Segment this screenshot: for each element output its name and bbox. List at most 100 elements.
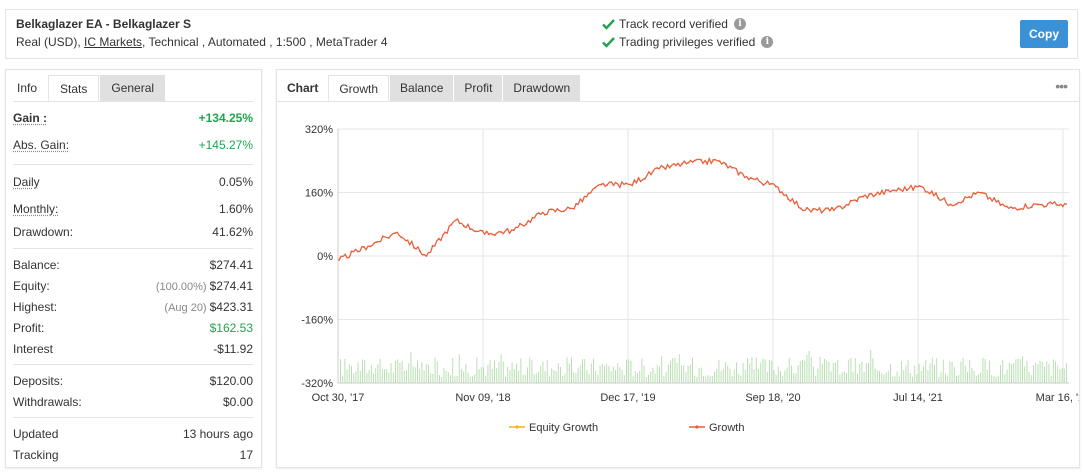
stat-value: $423.31 bbox=[209, 300, 253, 314]
volume-bar bbox=[951, 361, 953, 383]
volume-bar bbox=[725, 362, 726, 383]
volume-bar bbox=[458, 354, 460, 383]
volume-bar bbox=[370, 364, 372, 383]
stat-label[interactable]: Abs. Gain: bbox=[13, 138, 70, 152]
volume-bar bbox=[815, 375, 817, 383]
growth-point bbox=[643, 178, 646, 180]
volume-bar bbox=[1006, 369, 1008, 383]
volume-bar bbox=[417, 360, 418, 383]
volume-bar bbox=[362, 359, 363, 383]
volume-bar bbox=[408, 363, 410, 383]
growth-point bbox=[506, 228, 509, 230]
volume-bar bbox=[753, 369, 755, 383]
info-icon[interactable]: i bbox=[733, 18, 746, 30]
tab-growth[interactable]: Growth bbox=[328, 75, 390, 101]
volume-bar bbox=[626, 359, 627, 383]
x-tick-label: Jul 14, '21 bbox=[893, 392, 943, 404]
volume-bar bbox=[494, 360, 495, 383]
growth-point bbox=[594, 187, 596, 189]
legend-label-equity-growth[interactable]: Equity Growth bbox=[529, 422, 598, 434]
volume-bar bbox=[663, 376, 665, 383]
volume-bar bbox=[619, 367, 621, 383]
broker-link[interactable]: IC Markets bbox=[84, 35, 143, 49]
copy-button[interactable]: Copy bbox=[1020, 20, 1068, 48]
volume-bar bbox=[575, 373, 577, 383]
stat-value: $274.41 bbox=[209, 279, 253, 293]
volume-bar bbox=[986, 369, 988, 383]
volume-bar bbox=[584, 359, 586, 383]
stat-value: +134.25% bbox=[198, 111, 253, 125]
volume-bar bbox=[1011, 364, 1012, 383]
volume-bar bbox=[546, 360, 548, 383]
stat-value: 17 bbox=[239, 448, 253, 462]
volume-bars bbox=[340, 349, 1067, 383]
volume-bar bbox=[593, 358, 594, 383]
tab-drawdown[interactable]: Drawdown bbox=[502, 75, 581, 101]
volume-bar bbox=[852, 371, 854, 383]
volume-bar bbox=[346, 369, 348, 383]
volume-bar bbox=[549, 376, 550, 383]
growth-series-line bbox=[338, 157, 1068, 261]
growth-point bbox=[1012, 207, 1014, 210]
tab-chart[interactable]: Chart bbox=[287, 81, 319, 95]
volume-bar bbox=[1044, 366, 1045, 383]
growth-point bbox=[369, 245, 371, 248]
tab-profit[interactable]: Profit bbox=[453, 75, 503, 101]
volume-bar bbox=[692, 357, 693, 383]
volume-bar bbox=[813, 366, 814, 383]
track-record-verified: Track record verified i bbox=[602, 17, 746, 31]
info-icon[interactable]: i bbox=[761, 36, 774, 48]
volume-bar bbox=[555, 371, 557, 383]
volume-bar bbox=[898, 376, 900, 383]
growth-point bbox=[725, 163, 727, 165]
volume-bar bbox=[1026, 360, 1028, 383]
volume-bar bbox=[496, 368, 498, 383]
volume-bar bbox=[993, 376, 995, 383]
growth-point bbox=[980, 191, 983, 194]
tab-balance[interactable]: Balance bbox=[389, 75, 454, 101]
volume-bar bbox=[843, 371, 845, 383]
volume-bar bbox=[434, 357, 436, 383]
stat-label[interactable]: Daily bbox=[13, 175, 40, 189]
growth-chart: 320% 160% 0% -160% -320% Oct 30, '17 Nov 09, '… bbox=[301, 124, 1079, 434]
growth-point bbox=[712, 159, 715, 161]
volume-bar bbox=[989, 360, 990, 383]
growth-point bbox=[693, 159, 696, 162]
growth-point bbox=[587, 192, 590, 195]
growth-point bbox=[612, 184, 615, 186]
growth-point bbox=[756, 177, 758, 180]
volume-bar bbox=[676, 362, 678, 383]
volume-bar bbox=[610, 371, 612, 383]
growth-point bbox=[868, 193, 871, 195]
stat-label: Updated bbox=[13, 427, 59, 441]
stat-label[interactable]: Monthly: bbox=[13, 202, 59, 216]
stat-value: 13 hours ago bbox=[182, 427, 253, 441]
volume-bar bbox=[597, 374, 599, 383]
volume-bar bbox=[586, 369, 588, 383]
volume-bar bbox=[518, 370, 520, 383]
volume-bar bbox=[566, 357, 568, 383]
tab-general[interactable]: General bbox=[99, 75, 166, 101]
volume-bar bbox=[819, 356, 821, 383]
growth-point bbox=[837, 205, 839, 208]
chart-legend: Equity Growth Growth bbox=[509, 422, 744, 434]
volume-bar bbox=[808, 350, 810, 383]
volume-bar bbox=[962, 357, 964, 383]
stat-value: $162.53 bbox=[209, 321, 253, 335]
volume-bar bbox=[368, 369, 370, 383]
volume-bar bbox=[357, 362, 359, 383]
legend-label-growth[interactable]: Growth bbox=[709, 422, 744, 434]
more-options-icon[interactable]: ••• bbox=[1055, 78, 1068, 94]
volume-bar bbox=[439, 375, 440, 383]
growth-point bbox=[562, 210, 565, 213]
volume-bar bbox=[703, 376, 704, 383]
volume-bar bbox=[694, 375, 696, 383]
tab-info[interactable]: Info bbox=[6, 75, 49, 101]
volume-bar bbox=[912, 376, 913, 383]
volume-bar bbox=[1061, 368, 1063, 383]
stat-label[interactable]: Gain : bbox=[13, 111, 48, 125]
volume-bar bbox=[340, 359, 341, 383]
tab-stats[interactable]: Stats bbox=[48, 75, 100, 101]
x-tick-label: Sep 18, '20 bbox=[745, 392, 800, 404]
volume-bar bbox=[1008, 362, 1010, 383]
